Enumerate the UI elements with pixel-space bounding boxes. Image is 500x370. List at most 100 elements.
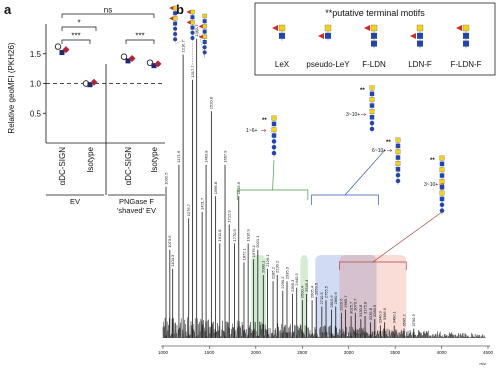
peak-label: 2395.3 [290,279,295,292]
glycan-galnac [370,24,378,32]
peak-label: 2965.7 [343,295,348,308]
data-point [120,53,128,60]
glycan-mannose [173,37,178,42]
peak-label: 1976.1 [251,244,256,257]
legend-item: F-LDN [362,60,386,69]
glycan-fucose [364,25,370,31]
glycan-glcnac [271,121,277,127]
peak-label: 2755.5 [323,285,328,298]
peak-label: 2440.3 [294,273,299,286]
glycan-glcnac [439,196,445,202]
charge-label: 3~10+ [346,112,360,118]
legend-item: LeX [275,60,290,69]
glycan-glcnac [173,11,178,16]
data-point [151,63,157,69]
x-tick-label: αDC-SIGN [124,147,133,186]
x-tick-label: 1000 [158,350,169,355]
peak-label: 3130.8 [358,304,363,317]
y-tick-label: 1.5 [30,50,42,59]
glycan-fucose [456,25,462,31]
peak-label: 1104.3 [170,254,175,267]
glycan-mannose [202,50,207,55]
data-point [87,82,93,88]
peak-label: 1276.7 [186,203,191,216]
peak-label: 3340.9 [378,310,383,323]
glycan-glcnac [439,161,445,167]
panel-label: a [4,2,12,17]
glycan-galnac [172,5,178,11]
y-tick-label: 1.0 [30,80,42,89]
peak-label: 1872.1 [241,247,246,260]
glycan-mannose [271,150,277,156]
glycan-glcnac [190,15,195,20]
charge-label: 1~6+ [246,128,257,134]
peak-label: 3280.9 [372,304,377,317]
peak-label: 2021.1 [255,235,260,248]
peak-label: 3175.8 [362,301,367,314]
charge-arrow [361,112,367,117]
peak-label: 3070.7 [353,298,358,311]
glycan-galnac [190,20,195,25]
glycan-glcnac [279,32,285,39]
peak-label: 1317.7 [190,65,195,78]
glycan-glcnac [190,25,195,30]
glycan-glcnac [463,32,469,39]
motif-mark: ** [386,140,391,146]
peak-label: 1815.9 [236,181,241,194]
glycan-galnac [462,24,470,32]
x-tick-label: αDC-SIGN [58,147,67,186]
x-tick-label: 3500 [390,350,401,355]
family-bracket [311,149,386,205]
legend-item: F-LDN-F [450,60,481,69]
data-point [54,43,62,50]
legend-title: **putative terminal motifs [325,8,425,18]
peak-label: 1463.8 [203,150,208,163]
glycan-mannose [271,145,277,150]
peak-label: 3490.1 [392,310,397,323]
glycan-fucose [318,33,324,39]
peak-label: 1611.8 [217,229,222,242]
significance-bracket [61,39,91,44]
highlight-band [339,255,407,335]
peak-label: 2290.2 [280,276,285,289]
peak-label: 1566.8 [213,181,218,194]
data-point [128,55,136,63]
peak-label: 1171.6 [176,150,181,163]
glycan-glcnac [369,115,375,120]
group-label: EV [70,197,80,206]
x-tick-label: 3000 [344,350,355,355]
peak-label: 1073.6 [167,235,172,248]
glycan-fucose [186,20,191,25]
data-point [59,50,65,56]
charge-arrow [261,128,267,133]
peak-label: 2126.1 [265,254,270,267]
glycan-mannose [173,26,178,31]
family-bracket [339,211,443,270]
peak-label: 2605.4 [309,285,314,298]
family-bracket [236,159,309,200]
peak-label: 1362.7 [194,24,199,37]
motif-mark: ** [360,88,365,94]
glycan-fucose [198,34,203,39]
y-axis-label: Relative geoMFI (PKH26) [7,42,16,133]
peak-label: 1421.7 [199,197,204,210]
peak-label: 1712.9 [226,210,231,223]
peak-label: 2080.1 [261,260,266,273]
peak-label: 2650.5 [314,282,319,295]
peak-label: 2230.2 [275,260,280,273]
glycan-glcnac [271,133,277,138]
glycan-glcnac [202,29,207,34]
glycan-galnac [278,24,286,32]
glycan-glcnac [439,185,445,190]
glycan-galnac [202,34,207,39]
glycan-fucose [410,33,416,39]
glycan-glcnac [417,40,423,47]
legend-item: pseudo-LeY [306,60,350,69]
glycan-fucose [186,10,191,14]
glycan-galnac [416,24,424,32]
peak-label: 2335.3 [284,266,289,279]
glycan-galnac [369,97,375,103]
glycan-fucose [272,25,278,31]
glycan-glcnac [202,19,207,24]
